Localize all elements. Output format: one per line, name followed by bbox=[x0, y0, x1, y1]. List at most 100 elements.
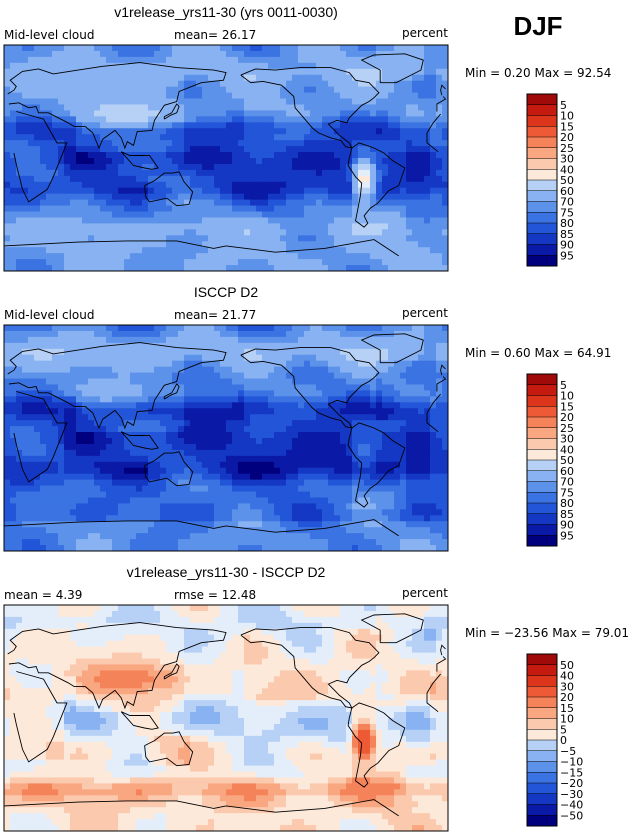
heatmap-cell bbox=[208, 360, 215, 368]
heatmap-cell bbox=[412, 74, 419, 82]
heatmap-cell bbox=[76, 50, 83, 58]
heatmap-cell bbox=[436, 443, 443, 451]
heatmap-cell bbox=[106, 432, 113, 439]
heatmap-cell bbox=[412, 199, 419, 207]
heatmap-cell bbox=[82, 163, 89, 171]
heatmap-cell bbox=[436, 426, 443, 433]
colorbar-swatch bbox=[527, 233, 557, 245]
heatmap-cell bbox=[106, 116, 113, 123]
heatmap-cell bbox=[376, 199, 383, 207]
heatmap-cell bbox=[322, 342, 329, 350]
heatmap-cell bbox=[358, 253, 365, 260]
heatmap-cell bbox=[22, 378, 29, 386]
heatmap-cell bbox=[232, 378, 239, 386]
heatmap-cell bbox=[226, 56, 233, 64]
heatmap-cell bbox=[226, 330, 233, 338]
heatmap-cell bbox=[16, 372, 23, 380]
heatmap-cell bbox=[280, 235, 287, 242]
heatmap-cell bbox=[232, 175, 239, 183]
heatmap-cell bbox=[244, 414, 251, 421]
heatmap-cell bbox=[154, 372, 161, 380]
panel-units-label: percent bbox=[402, 306, 448, 320]
heatmap-cell bbox=[274, 354, 281, 362]
heatmap-cell bbox=[178, 92, 185, 100]
heatmap-cell bbox=[370, 420, 377, 427]
heatmap-cell bbox=[412, 98, 419, 106]
heatmap-cell bbox=[316, 68, 323, 76]
heatmap-cell bbox=[232, 152, 239, 159]
heatmap-cell bbox=[178, 110, 185, 117]
heatmap-cell bbox=[226, 74, 233, 82]
heatmap-cell bbox=[106, 265, 113, 271]
heatmap-cell bbox=[394, 253, 401, 260]
heatmap-cell bbox=[442, 181, 448, 189]
heatmap-cell bbox=[196, 163, 203, 171]
heatmap-cell bbox=[82, 235, 89, 242]
heatmap-cell bbox=[238, 408, 245, 415]
heatmap-cell bbox=[442, 50, 448, 58]
heatmap-cell bbox=[64, 217, 71, 225]
heatmap-cell bbox=[382, 414, 389, 421]
heatmap-cell bbox=[130, 378, 137, 386]
heatmap-cell bbox=[40, 479, 47, 487]
heatmap-cell bbox=[160, 396, 167, 403]
heatmap-cell bbox=[280, 360, 287, 368]
heatmap-cell bbox=[256, 372, 263, 380]
heatmap-cell bbox=[382, 223, 389, 230]
heatmap-cell bbox=[64, 223, 71, 230]
heatmap-cell bbox=[10, 449, 17, 457]
heatmap-cell bbox=[340, 479, 347, 487]
heatmap-cell bbox=[226, 140, 233, 147]
heatmap-cell bbox=[58, 348, 65, 356]
heatmap-cell bbox=[40, 265, 47, 271]
heatmap-cell bbox=[16, 378, 23, 386]
heatmap-cell bbox=[64, 408, 71, 415]
heatmap-cell bbox=[40, 134, 47, 141]
heatmap-cell bbox=[214, 408, 221, 415]
heatmap-cell bbox=[208, 420, 215, 427]
heatmap-cell bbox=[250, 50, 257, 58]
heatmap-cell bbox=[10, 229, 17, 236]
heatmap-cell bbox=[58, 414, 65, 421]
heatmap-cell bbox=[34, 146, 41, 153]
colorbar-tick-label: 70 bbox=[560, 196, 574, 209]
heatmap-cell bbox=[142, 235, 149, 242]
heatmap-cell bbox=[412, 181, 419, 189]
heatmap-cell bbox=[382, 485, 389, 493]
heatmap-cell bbox=[334, 253, 341, 260]
heatmap-cell bbox=[202, 438, 209, 445]
heatmap-cell bbox=[118, 116, 125, 123]
heatmap-cell bbox=[220, 86, 227, 94]
heatmap-cell bbox=[304, 122, 311, 129]
heatmap-cell bbox=[388, 443, 395, 451]
heatmap-cell bbox=[10, 485, 17, 493]
heatmap-cell bbox=[52, 211, 59, 219]
heatmap-cell bbox=[130, 92, 137, 100]
heatmap-cell bbox=[244, 134, 251, 141]
heatmap-cell bbox=[202, 336, 209, 344]
heatmap-cell bbox=[100, 455, 107, 463]
heatmap-cell bbox=[370, 449, 377, 457]
heatmap-cell bbox=[298, 438, 305, 445]
heatmap-cell bbox=[202, 390, 209, 397]
heatmap-cell bbox=[214, 390, 221, 397]
heatmap-cell bbox=[298, 122, 305, 129]
heatmap-cell bbox=[322, 104, 329, 112]
heatmap-cell bbox=[220, 158, 227, 165]
heatmap-cell bbox=[316, 390, 323, 397]
heatmap-cell bbox=[88, 152, 95, 159]
heatmap-cell bbox=[262, 449, 269, 457]
heatmap-cell bbox=[424, 56, 431, 64]
heatmap-cell bbox=[322, 259, 329, 266]
heatmap-cell bbox=[172, 211, 179, 219]
heatmap-cell bbox=[190, 265, 197, 271]
heatmap-cell bbox=[226, 396, 233, 403]
heatmap-cell bbox=[4, 68, 11, 76]
heatmap-cell bbox=[136, 74, 143, 82]
heatmap-cell bbox=[4, 223, 11, 230]
heatmap-cell bbox=[412, 354, 419, 362]
heatmap-cell bbox=[430, 479, 437, 487]
heatmap-cell bbox=[412, 104, 419, 112]
heatmap-cell bbox=[346, 235, 353, 242]
heatmap-cell bbox=[136, 169, 143, 177]
